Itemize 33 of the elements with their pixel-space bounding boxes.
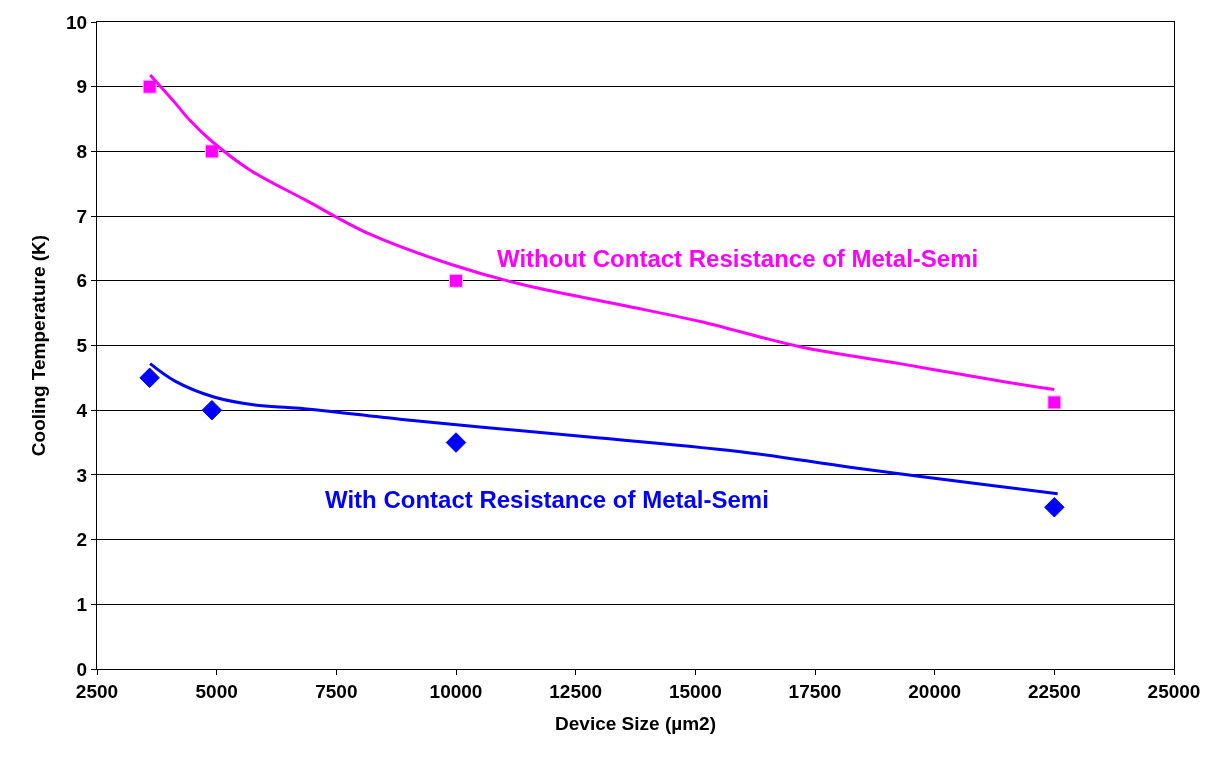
point [201,399,223,421]
y-tick-label: 0 [76,658,88,680]
x-tick-label: 2500 [75,680,119,702]
point [1044,497,1065,518]
y-tick-label: 4 [76,399,88,421]
y-tick-label: 9 [76,76,88,98]
y-tick-label: 6 [76,270,88,292]
series-label: With Contact Resistance of Metal-Semi [325,486,769,513]
point [445,432,467,453]
x-tick-label: 25000 [1147,680,1201,702]
y-tick-label: 5 [76,335,88,357]
series-label: Without Contact Resistance of Metal-Semi [497,245,979,272]
point [139,367,160,389]
x-tick-label: 10000 [429,680,483,702]
y-tick-label: 10 [66,11,88,33]
point [142,79,157,94]
x-tick-label: 7500 [315,680,358,702]
x-tick-label: 5000 [195,680,238,702]
y-tick-label: 2 [76,529,88,551]
x-tick-label: 17500 [788,680,842,702]
y-tick-label: 3 [76,464,88,486]
point [1047,395,1062,410]
y-axis-title: Cooling Temperature (K) [27,234,49,457]
y-tick-label: 8 [76,141,88,163]
x-tick-label: 12500 [549,680,603,702]
x-tick-label: 22500 [1027,680,1081,702]
y-tick-label: 1 [76,593,88,615]
point [449,273,463,288]
point [204,144,219,159]
x-tick-label: 20000 [908,680,962,702]
x-axis-title: Device Size (µm2) [555,712,716,734]
x-tick-label: 15000 [668,680,722,702]
y-tick-label: 7 [76,205,88,227]
